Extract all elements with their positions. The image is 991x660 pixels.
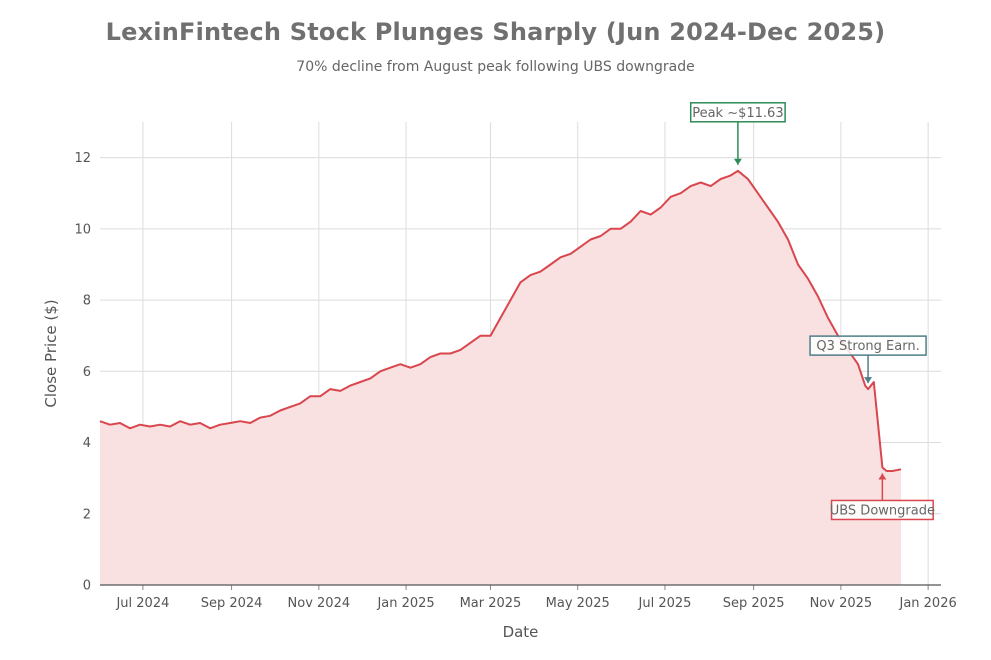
x-tick-label: Jan 2026 (898, 596, 956, 611)
x-tick-label: Sep 2024 (201, 596, 263, 611)
y-tick-label: 12 (74, 151, 91, 166)
x-tick-label: Mar 2025 (460, 596, 522, 611)
y-tick-label: 8 (83, 294, 91, 309)
chart-subtitle: 70% decline from August peak following U… (296, 59, 695, 75)
annotation-arrow-head (864, 377, 873, 384)
annotation-layer: Peak ~$11.63 Q3 Strong Earn. UBS Downgrade (689, 102, 935, 521)
annotation-2: UBS Downgrade (830, 473, 935, 521)
price-area-fill (100, 170, 901, 586)
y-tick-label: 0 (83, 579, 91, 594)
price-line (99, 169, 902, 472)
annotation-label: Peak ~$11.63 (692, 106, 783, 121)
y-tick-label: 4 (83, 436, 91, 451)
y-tick-label: 6 (83, 365, 91, 380)
annotation-arrow-head (878, 473, 887, 480)
y-axis-label: Close Price ($) (42, 299, 60, 407)
x-tick-label: Nov 2025 (810, 596, 873, 611)
area-layer (99, 169, 902, 586)
annotation-arrow-head (733, 158, 742, 165)
x-tick-label: Jan 2025 (376, 596, 434, 611)
annotation-0: Peak ~$11.63 (689, 102, 786, 165)
annotation-1: Q3 Strong Earn. (809, 335, 927, 384)
y-tick-label: 2 (83, 507, 91, 522)
x-tick-label: Jul 2024 (115, 596, 169, 611)
chart-title: LexinFintech Stock Plunges Sharply (Jun … (105, 18, 886, 46)
x-axis-label: Date (503, 623, 539, 641)
x-tick-label: Jul 2025 (638, 596, 692, 611)
annotation-label: Q3 Strong Earn. (816, 339, 919, 354)
annotation-label: UBS Downgrade (830, 503, 935, 518)
axis-layer: 0 2 4 6 8 10 12 Jul 2024 Sep 2024 Nov 2024 Jan 202… (74, 151, 956, 611)
x-tick-label: Nov 2024 (288, 596, 351, 611)
x-tick-label: May 2025 (546, 596, 610, 611)
y-tick-label: 10 (74, 222, 91, 237)
x-tick-label: Sep 2025 (723, 596, 785, 611)
